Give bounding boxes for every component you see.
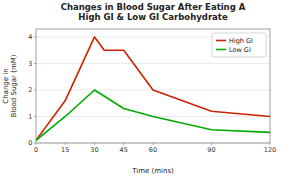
- x-tick: [123, 143, 124, 145]
- y-axis-label-line: Blood Sugar (mM): [10, 54, 18, 117]
- y-tick-label: 2: [28, 86, 32, 94]
- legend-frame: [212, 33, 266, 57]
- x-tick-label: 60: [149, 146, 157, 154]
- legend-swatch: [216, 49, 226, 51]
- y-axis-label-line: Change in: [2, 68, 10, 103]
- series-line: [36, 37, 270, 140]
- x-tick: [270, 143, 271, 145]
- y-tick: [34, 89, 36, 90]
- x-tick: [153, 143, 154, 145]
- y-tick-label: 1: [28, 113, 32, 121]
- legend-label: High GI: [229, 37, 253, 45]
- y-tick-label: 0: [28, 139, 32, 147]
- legend-label: Low GI: [229, 46, 251, 54]
- x-tick-label: 90: [207, 146, 215, 154]
- title-line: Changes in Blood Sugar After Eating A: [61, 2, 246, 12]
- legend: High GILow GI: [212, 33, 266, 57]
- series-line: [36, 90, 270, 140]
- title: Changes in Blood Sugar After Eating AHig…: [61, 2, 246, 22]
- legend-swatch: [216, 40, 226, 42]
- x-tick: [211, 143, 212, 145]
- y-axis-label: Change inBlood Sugar (mM): [2, 54, 18, 117]
- y-tick: [34, 36, 36, 37]
- chart: Changes in Blood Sugar After Eating AHig…: [0, 0, 283, 178]
- plot-area: [36, 37, 270, 140]
- y-tick-label: 4: [28, 33, 32, 41]
- x-tick: [94, 143, 95, 145]
- y-tick-label: 3: [28, 60, 32, 68]
- grid-line: [36, 63, 270, 64]
- x-tick-label: 0: [34, 146, 38, 154]
- x-tick-label: 15: [61, 146, 69, 154]
- y-tick: [34, 63, 36, 64]
- title-line: High GI & Low GI Carbohydrate: [78, 12, 228, 22]
- x-tick-label: 120: [264, 146, 276, 154]
- x-tick: [36, 143, 37, 145]
- x-tick: [65, 143, 66, 145]
- x-tick-label: 30: [90, 146, 98, 154]
- y-tick: [34, 116, 36, 117]
- plot-frame: [36, 29, 270, 143]
- x-tick-label: 45: [120, 146, 128, 154]
- x-axis-label: Time (mins): [131, 167, 174, 175]
